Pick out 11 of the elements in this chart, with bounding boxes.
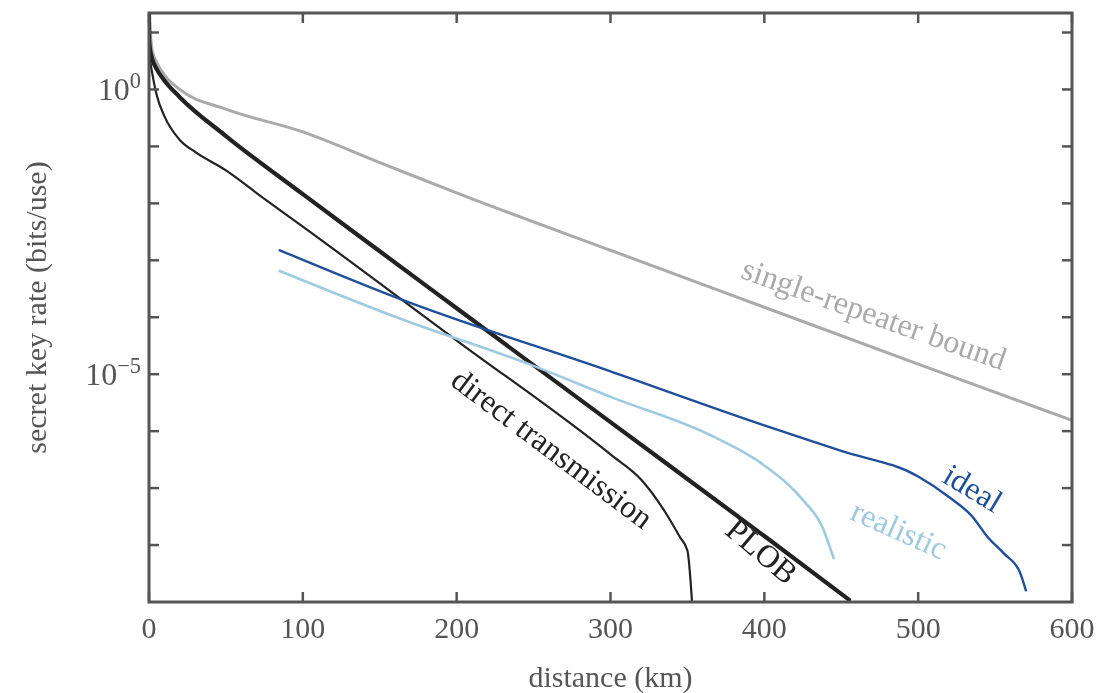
- x-tick-label: 500: [895, 611, 941, 644]
- x-axis-title: distance (km): [528, 660, 693, 693]
- x-tick-label: 300: [588, 611, 633, 644]
- x-tick-label: 100: [280, 611, 326, 644]
- x-tick-label: 0: [141, 611, 157, 644]
- x-tick-label: 400: [741, 611, 787, 644]
- x-tick-label: 600: [1049, 611, 1095, 644]
- y-axis-title: secret key rate (bits/use): [19, 161, 53, 454]
- y-tick-label: 10$^{−5}$: [85, 352, 141, 393]
- y-tick-label: 10$^{0}$: [97, 67, 141, 108]
- x-tick-label: 200: [434, 611, 480, 644]
